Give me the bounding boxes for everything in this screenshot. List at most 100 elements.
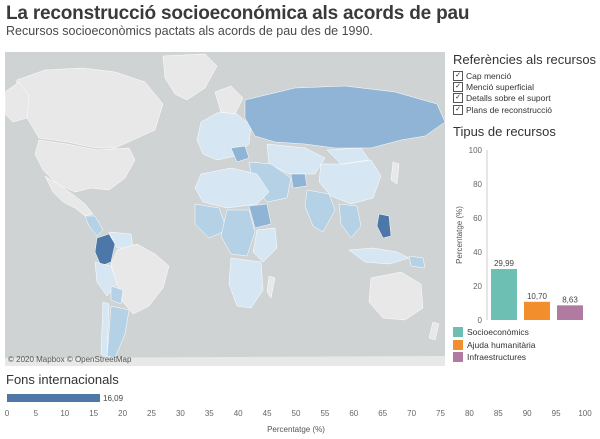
checkbox-checked-icon[interactable]: ✓	[453, 93, 463, 104]
legend-label: Infraestructures	[467, 352, 527, 363]
filter-label: Menció superficial	[466, 81, 535, 92]
country-papua-new-guinea[interactable]	[408, 255, 426, 269]
filter-label: Plans de reconstrucció	[466, 104, 552, 115]
y-tick-label: 80	[473, 180, 482, 189]
country-mongolia[interactable]	[326, 147, 370, 165]
x-tick-label: 20	[118, 409, 127, 418]
region-scandinavia[interactable]	[214, 85, 244, 115]
fons-internacionals-title: Fons internacionals	[6, 372, 119, 387]
x-tick-label: 75	[436, 409, 445, 418]
legend-item-socioeconomics[interactable]: Socioeconòmics	[453, 326, 536, 339]
tipus-recursos-chart[interactable]: Percentatge (%) 0 20 40 60 80 100 29,99 10,70 8,6…	[453, 140, 598, 326]
legend-item-infraestructures[interactable]: Infraestructures	[453, 351, 536, 364]
country-madagascar[interactable]	[266, 275, 276, 299]
filter-cap-mencio[interactable]: ✓ Cap menció	[453, 70, 552, 81]
country-afghanistan[interactable]	[290, 173, 308, 189]
x-tick-label: 55	[320, 409, 329, 418]
references-filter[interactable]: ✓ Cap menció ✓ Menció superficial ✓ Deta…	[453, 70, 552, 115]
bar-1[interactable]	[524, 301, 550, 320]
region-east-africa[interactable]	[252, 227, 278, 263]
y-tick-label: 100	[469, 146, 483, 155]
region-north-africa[interactable]	[194, 167, 270, 209]
y-tick-label: 0	[478, 316, 483, 325]
bar-data-label: 10,70	[527, 292, 548, 301]
x-tick-label: 85	[494, 409, 503, 418]
country-sudan[interactable]	[248, 203, 272, 229]
x-tick-label: 15	[89, 409, 98, 418]
fons-bar[interactable]	[7, 394, 101, 402]
country-bolivia[interactable]	[110, 285, 124, 305]
x-tick-label: 5	[34, 409, 39, 418]
page-title: La reconstrucció socioeconómica als acor…	[6, 3, 470, 24]
x-tick-label: 50	[292, 409, 301, 418]
fons-bar-data-label: 16,09	[103, 394, 124, 403]
fons-internacionals-chart[interactable]: 16,09 0 5 10 15 20 25 30 35 40 45 50 55 60 65 70 75 80 85 9…	[0, 388, 600, 439]
country-india[interactable]	[304, 189, 336, 233]
x-tick-label: 100	[578, 409, 592, 418]
x-tick-label: 10	[60, 409, 69, 418]
tipus-legend: Socioeconòmics Ajuda humanitària Infraes…	[453, 326, 536, 364]
bar-data-label: 8,63	[562, 295, 578, 304]
country-philippines[interactable]	[376, 213, 392, 239]
world-map[interactable]: © 2020 Mapbox © OpenStreetMap	[5, 52, 445, 366]
world-map-canvas[interactable]	[5, 52, 445, 366]
x-tick-label: 45	[263, 409, 272, 418]
page-subtitle: Recursos socioeconòmics pactats als acor…	[6, 24, 373, 38]
region-central-america[interactable]	[84, 215, 104, 237]
country-canada[interactable]	[14, 67, 164, 149]
x-tick-label: 60	[349, 409, 358, 418]
legend-item-ajuda-humanitaria[interactable]: Ajuda humanitària	[453, 339, 536, 352]
y-tick-label: 60	[473, 214, 482, 223]
checkbox-checked-icon[interactable]: ✓	[453, 81, 463, 92]
y-tick-label: 20	[473, 282, 482, 291]
y-tick-label: 40	[473, 248, 482, 257]
legend-swatch	[453, 339, 463, 350]
legend-swatch	[453, 327, 463, 338]
x-tick-label: 40	[234, 409, 243, 418]
filter-label: Cap menció	[466, 70, 512, 81]
references-title: Referències als recursos	[453, 52, 597, 67]
x-tick-label: 25	[147, 409, 156, 418]
region-antarctica	[5, 356, 445, 366]
x-tick-label: 90	[523, 409, 532, 418]
x-tick-label: 70	[407, 409, 416, 418]
region-west-africa[interactable]	[194, 203, 228, 239]
country-australia[interactable]	[368, 271, 424, 321]
country-russia[interactable]	[244, 85, 445, 149]
checkbox-checked-icon[interactable]: ✓	[453, 104, 463, 115]
bar-0[interactable]	[491, 269, 517, 320]
country-mexico[interactable]	[44, 175, 94, 217]
country-japan[interactable]	[390, 161, 400, 185]
region-southern-africa[interactable]	[228, 257, 264, 309]
filter-label: Detalls sobre el suport	[466, 93, 551, 104]
country-usa-alaska[interactable]	[5, 81, 30, 123]
filter-detalls-suport[interactable]: ✓ Detalls sobre el suport	[453, 93, 552, 104]
x-tick-label: 30	[176, 409, 185, 418]
x-tick-label: 80	[465, 409, 474, 418]
region-balkans[interactable]	[230, 145, 250, 163]
legend-label: Ajuda humanitària	[467, 339, 536, 350]
bar-data-label: 29,99	[494, 259, 515, 268]
x-axis-label: Percentatge (%)	[267, 425, 325, 434]
x-tick-label: 65	[378, 409, 387, 418]
bar-2[interactable]	[557, 305, 583, 320]
x-tick-label: 95	[552, 409, 561, 418]
checkbox-checked-icon[interactable]: ✓	[453, 70, 463, 81]
legend-swatch	[453, 352, 463, 363]
filter-mencio-superficial[interactable]: ✓ Menció superficial	[453, 81, 552, 92]
filter-plans-reconstruccio[interactable]: ✓ Plans de reconstrucció	[453, 104, 552, 115]
tipus-recursos-title: Tipus de recursos	[453, 124, 556, 139]
legend-label: Socioeconòmics	[467, 327, 529, 338]
x-tick-label: 0	[5, 409, 10, 418]
country-usa[interactable]	[34, 139, 136, 193]
region-central-africa[interactable]	[220, 209, 256, 257]
x-tick-label: 35	[205, 409, 214, 418]
country-indonesia[interactable]	[348, 247, 410, 265]
country-new-zealand[interactable]	[428, 321, 440, 341]
map-attribution[interactable]: © 2020 Mapbox © OpenStreetMap	[8, 355, 132, 364]
region-southeast-asia[interactable]	[338, 203, 362, 239]
country-colombia[interactable]	[94, 233, 116, 267]
country-china[interactable]	[318, 159, 382, 205]
country-greenland[interactable]	[162, 53, 218, 101]
y-axis-label: Percentatge (%)	[455, 206, 464, 264]
